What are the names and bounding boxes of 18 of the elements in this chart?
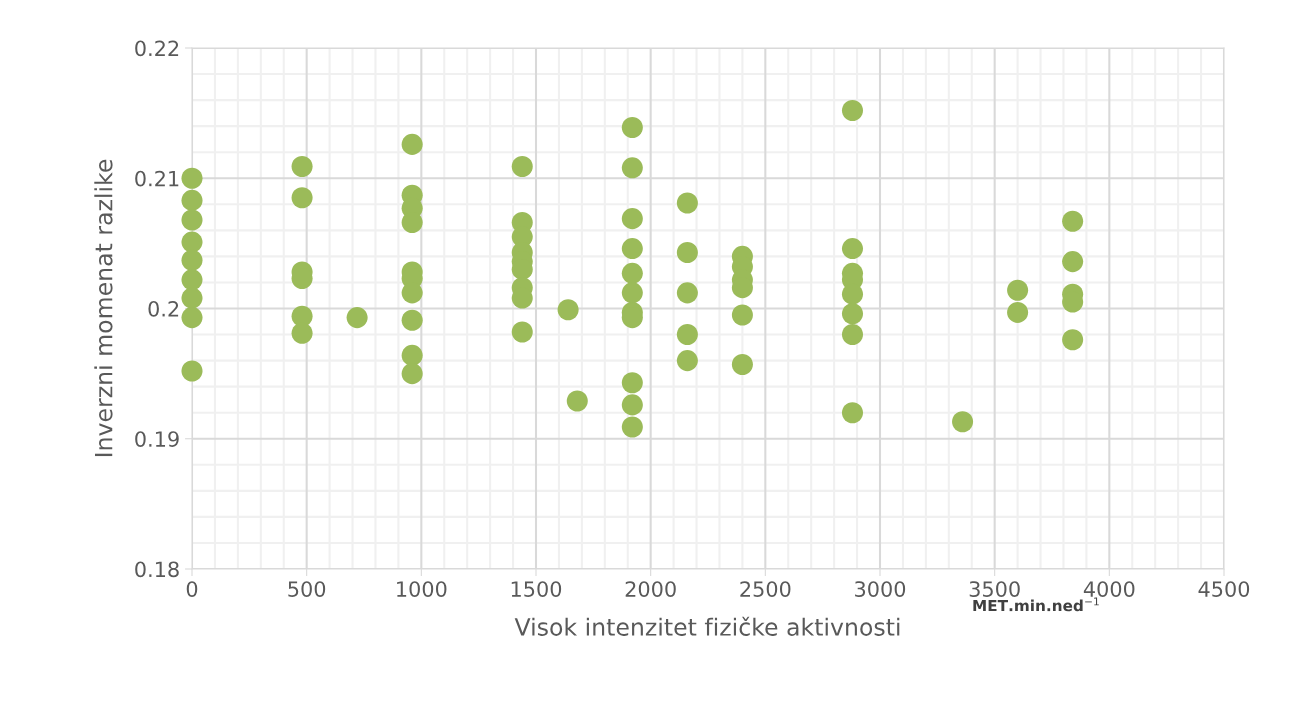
x-tick-label: 3500 bbox=[969, 581, 1020, 597]
x-tick-label: 500 bbox=[288, 581, 326, 597]
y-tick-label: 0.18 bbox=[135, 561, 179, 578]
x-tick-label: 1500 bbox=[511, 581, 562, 597]
y-tick-label: 0.2 bbox=[148, 300, 179, 317]
x-tick-label: 4500 bbox=[1198, 581, 1250, 597]
x-tick-label: 3000 bbox=[855, 581, 906, 597]
x-tick-label: 1000 bbox=[397, 581, 447, 597]
text: MET.min.ned$^{−1}$ bbox=[973, 597, 1099, 612]
x-tick-label: 2500 bbox=[740, 581, 791, 597]
y-tick-label: 0.22 bbox=[135, 40, 179, 57]
y-axis-title: Inverzni momenat razlike bbox=[94, 159, 113, 457]
y-tick-label: 0.19 bbox=[135, 431, 179, 447]
x-tick-label: 2000 bbox=[625, 581, 676, 597]
y-tick-label: 0.21 bbox=[135, 170, 179, 187]
x-axis-title: Visok intenzitet fizičke aktivnosti bbox=[514, 616, 900, 636]
x-tick-label: 4000 bbox=[1083, 581, 1135, 597]
x-tick-label: 0 bbox=[186, 581, 198, 597]
